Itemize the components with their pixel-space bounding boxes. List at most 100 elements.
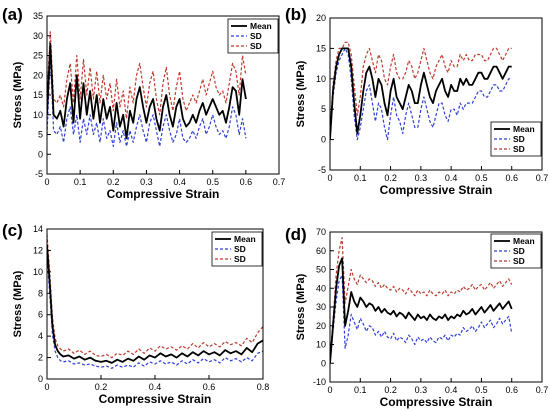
y-tick-label: 30 (316, 302, 326, 312)
panel-label: (a) (2, 5, 23, 24)
series-line-sd-1 (330, 274, 513, 364)
series-line-mean-0 (47, 42, 247, 140)
x-tick-label: 0.4 (173, 177, 186, 187)
x-tick-label: 0 (327, 385, 332, 395)
legend-box (211, 231, 263, 267)
x-tick-label: 0.3 (415, 385, 428, 395)
x-tick-label: 0.6 (203, 382, 216, 392)
legend-entry: Mean (513, 124, 535, 134)
y-tick-label: 14 (33, 224, 43, 234)
y-tick-label: 10 (33, 110, 43, 120)
y-tick-label: 30 (33, 31, 43, 41)
y-tick-label: 50 (316, 265, 326, 275)
y-tick-label: 5 (321, 104, 326, 114)
legend-entry: SD (513, 144, 525, 154)
series-line-mean-0 (330, 47, 512, 140)
x-tick-label: 0.3 (415, 173, 428, 183)
panel-label: (d) (285, 225, 307, 244)
y-tick-label: 0 (321, 135, 326, 145)
series-line-sd-2 (330, 237, 513, 364)
series-line-sd-1 (330, 47, 512, 141)
chart-panel-4: (d)0 0.1 0.2 0.3 0.4 0.5 0.6 0.7-10010203040506… (285, 225, 548, 409)
series-line-mean-0 (330, 257, 513, 364)
y-tick-label: 8 (38, 288, 43, 298)
y-tick-label: 10 (316, 340, 326, 350)
x-tick-label: 0.2 (95, 382, 108, 392)
x-tick-label: 0.2 (107, 177, 120, 187)
x-tick-label: 0.4 (445, 173, 458, 183)
series-line-sd-2 (330, 41, 512, 134)
y-tick-label: 20 (316, 13, 326, 23)
x-tick-label: 0.1 (74, 177, 87, 187)
y-tick-label: 25 (33, 51, 43, 61)
y-tick-label: 40 (316, 283, 326, 293)
y-tick-label: 0 (38, 149, 43, 159)
x-tick-label: 0.2 (384, 385, 397, 395)
x-tick-label: 0.6 (240, 177, 253, 187)
y-tick-label: 6 (38, 310, 43, 320)
legend-entry: SD (234, 244, 246, 254)
x-axis-label: Compressive Strain (380, 395, 493, 409)
series-line-sd-1 (47, 255, 263, 369)
y-tick-label: 60 (316, 246, 326, 256)
series-group (330, 41, 512, 141)
legend-entry: SD (513, 246, 525, 256)
x-tick-label: 0.5 (475, 385, 488, 395)
y-tick-label: 15 (33, 90, 43, 100)
x-tick-label: 0.1 (354, 173, 367, 183)
y-tick-label: 20 (33, 70, 43, 80)
y-axis-label: Stress (MPa) (295, 273, 307, 340)
y-tick-label: -10 (313, 377, 326, 387)
x-tick-label: 0.4 (445, 385, 458, 395)
x-tick-label: 0.7 (273, 177, 286, 187)
y-tick-label: 12 (33, 245, 43, 255)
x-tick-label: 0 (327, 173, 332, 183)
legend-entry: SD (513, 134, 525, 144)
series-group (330, 237, 513, 364)
legend-entry: Mean (234, 234, 256, 244)
chart-panel-2: (b)0 0.1 0.2 0.3 0.4 0.5 0.6 0.7-505101520Compr… (285, 5, 548, 197)
panel-label: (b) (285, 5, 307, 24)
y-tick-label: 10 (33, 267, 43, 277)
x-tick-label: 0.6 (505, 173, 518, 183)
y-tick-label: 0 (321, 358, 326, 368)
x-axis-label: Compressive Strain (107, 187, 220, 201)
y-tick-label: 5 (38, 130, 43, 140)
x-tick-label: 0.5 (475, 173, 488, 183)
y-tick-label: 70 (316, 227, 326, 237)
series-line-sd-2 (47, 234, 263, 359)
x-tick-label: 0.2 (384, 173, 397, 183)
y-tick-label: 2 (38, 353, 43, 363)
legend-entry: SD (234, 254, 246, 264)
y-tick-label: 20 (316, 321, 326, 331)
y-tick-label: 15 (316, 43, 326, 53)
x-tick-label: 0.5 (206, 177, 219, 187)
x-tick-label: 0.3 (140, 177, 153, 187)
x-tick-label: 0.7 (536, 173, 549, 183)
y-tick-label: 0 (38, 374, 43, 384)
x-tick-label: 0.6 (505, 385, 518, 395)
y-tick-label: -5 (35, 169, 43, 179)
x-tick-label: 0.4 (149, 382, 162, 392)
x-tick-label: 0.7 (536, 385, 549, 395)
series-line-mean-0 (47, 245, 263, 364)
series-group (47, 31, 247, 147)
chart-panel-3: (c) 0 0.2 0.4 0.6 0.8 0 2 4 6 8 10 12 14 Compressive S… (2, 221, 269, 406)
y-axis-label: Stress (MPa) (295, 60, 307, 127)
y-tick-label: 10 (316, 74, 326, 84)
x-tick-label: 0 (44, 177, 49, 187)
y-axis-label: Stress (MPa) (12, 61, 24, 128)
y-axis-label: Stress (MPa) (12, 270, 24, 337)
legend-entry: SD (250, 31, 262, 41)
x-axis-label: Compressive Strain (99, 392, 212, 406)
y-tick-label: 4 (38, 331, 43, 341)
chart-panel-1: (a)0 0.1 0.2 0.3 0.4 0.5 0.6 0.7-50510152025303… (2, 5, 285, 201)
legend-entry: Mean (513, 236, 535, 246)
series-group (47, 234, 263, 369)
plot-frame (329, 17, 543, 171)
